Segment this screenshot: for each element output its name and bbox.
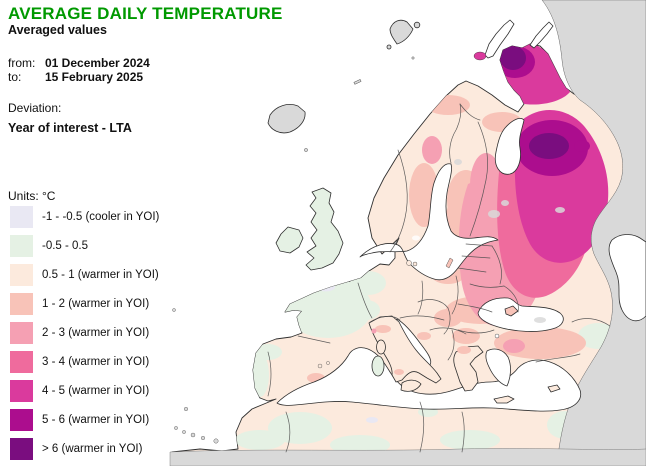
mediterranean-sea	[276, 347, 582, 412]
novaya-zemlya-south	[484, 19, 515, 59]
legend-item: -0.5 - 0.5	[10, 235, 159, 257]
legend-swatch	[10, 235, 33, 257]
aegean-sea	[485, 348, 511, 387]
from-date: 01 December 2024	[45, 56, 150, 70]
kolguyev-island	[473, 51, 487, 61]
peninsulas-and-islands	[368, 257, 561, 404]
cyprus-region	[547, 384, 561, 393]
caspian-sea	[608, 234, 646, 322]
legend-label: 5 - 6 (warmer in YOI)	[42, 414, 150, 426]
macaronesia-islands	[172, 308, 330, 444]
svalbard-islet	[413, 21, 421, 29]
deviation-label: Deviation:	[8, 101, 62, 115]
sicily-region	[400, 379, 422, 392]
baltic-sea	[359, 163, 499, 281]
corsica-region	[376, 339, 386, 355]
legend-item: 4 - 5 (warmer in YOI)	[10, 380, 159, 402]
legend-item: > 6 (warmer in YOI)	[10, 438, 159, 460]
period-from-row: from: 01 December 2024	[8, 56, 150, 70]
great-britain-region	[305, 187, 344, 271]
sardinia-region	[371, 355, 385, 377]
legend-item: 2 - 3 (warmer in YOI)	[10, 322, 159, 344]
period-block: from: 01 December 2024 to: 15 February 2…	[8, 56, 150, 84]
atlantic-islands	[267, 19, 554, 271]
novaya-zemlya-north	[529, 21, 554, 49]
legend-label: 3 - 4 (warmer in YOI)	[42, 356, 150, 368]
legend-item: 3 - 4 (warmer in YOI)	[10, 351, 159, 373]
legend-item: 5 - 6 (warmer in YOI)	[10, 409, 159, 431]
legend-swatch	[10, 409, 33, 431]
gotland-island	[445, 257, 454, 269]
crete-region	[493, 395, 515, 404]
svalbard-islet	[386, 44, 392, 50]
white-sea	[494, 118, 525, 175]
legend-swatch	[10, 322, 33, 344]
legend-swatch	[10, 264, 33, 286]
to-label: to:	[8, 70, 22, 84]
legend-item: 0.5 - 1 (warmer in YOI)	[10, 264, 159, 286]
seas	[276, 118, 646, 412]
legend-label: -1 - -0.5 (cooler in YOI)	[42, 211, 160, 223]
legend-swatch	[10, 351, 33, 373]
black-sea	[477, 297, 564, 332]
sea-of-marmara	[494, 333, 500, 339]
page-title: AVERAGE DAILY TEMPERATURE	[8, 4, 283, 23]
legend-units-label: Units: °C	[8, 189, 56, 203]
legend-label: 2 - 3 (warmer in YOI)	[42, 327, 150, 339]
legend-swatch	[10, 380, 33, 402]
bear-island	[411, 56, 415, 60]
greece-region	[453, 345, 484, 392]
legend-label: 4 - 5 (warmer in YOI)	[42, 385, 150, 397]
legend-swatch	[10, 206, 33, 228]
lakes	[412, 159, 565, 323]
legend: -1 - -0.5 (cooler in YOI) -0.5 - 0.5 0.5…	[10, 206, 159, 460]
legend-label: > 6 (warmer in YOI)	[42, 443, 143, 455]
legend-item: 1 - 2 (warmer in YOI)	[10, 293, 159, 315]
period-to-row: to: 15 February 2025	[8, 70, 150, 84]
danish-isle	[406, 260, 412, 266]
ireland-region	[275, 226, 304, 254]
legend-label: 0.5 - 1 (warmer in YOI)	[42, 269, 159, 281]
country-borders	[267, 103, 611, 453]
local-anomaly-spots	[371, 325, 471, 375]
legend-swatch	[10, 293, 33, 315]
iceland-region	[267, 104, 306, 134]
deviation-value: Year of interest - LTA	[8, 121, 132, 135]
legend-label: -0.5 - 0.5	[42, 240, 89, 252]
to-date: 15 February 2025	[45, 70, 144, 84]
no-data-south-strip	[169, 448, 646, 466]
svalbard-region	[389, 19, 414, 45]
legend-swatch	[10, 438, 33, 460]
crimea-region	[504, 305, 519, 317]
no-data-east-region	[541, 0, 646, 466]
legend-label: 1 - 2 (warmer in YOI)	[42, 298, 150, 310]
no-data-regions	[169, 0, 646, 466]
danish-isle	[412, 261, 418, 267]
from-label: from:	[8, 56, 36, 70]
jan-mayen	[353, 79, 362, 85]
page-subtitle: Averaged values	[8, 23, 107, 37]
faroe-islands	[304, 148, 308, 152]
legend-item: -1 - -0.5 (cooler in YOI)	[10, 206, 159, 228]
